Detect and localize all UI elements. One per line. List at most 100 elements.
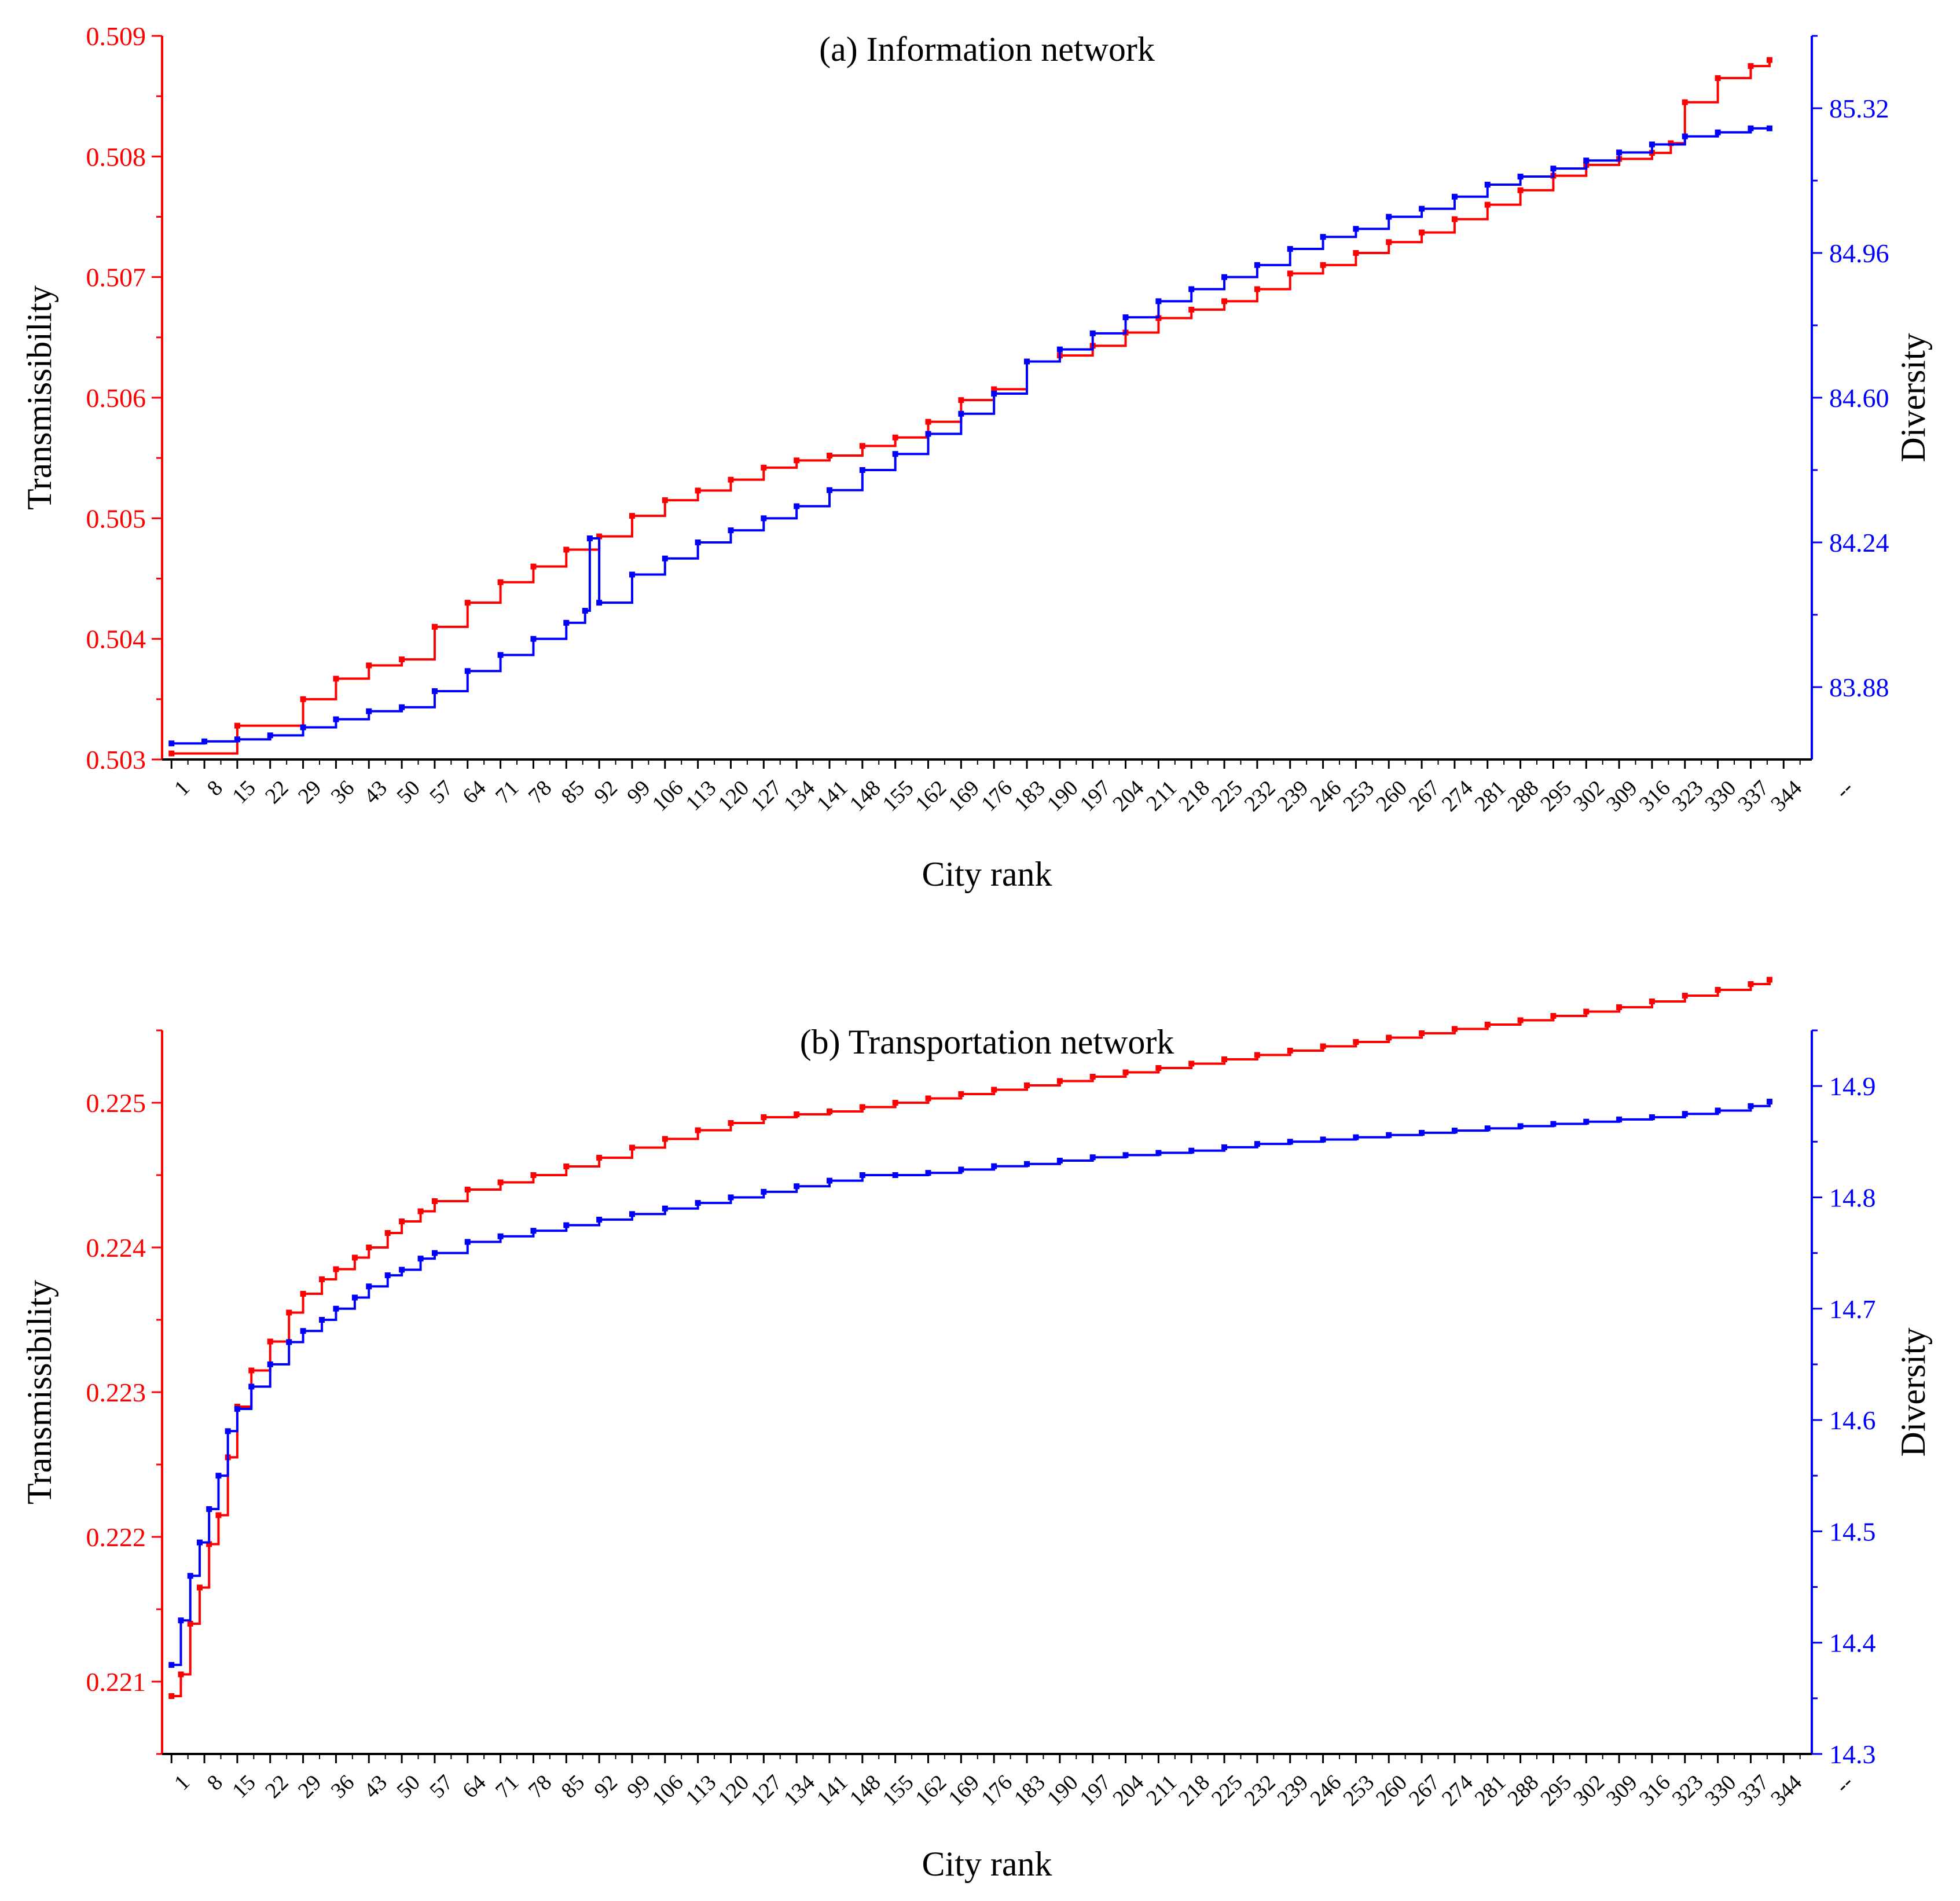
chart-b-series-transmissibility-point xyxy=(1766,977,1772,983)
chart-a-series-transmissibility-point xyxy=(1353,250,1359,256)
chart-b-series-transmissibility-point xyxy=(178,1671,184,1678)
chart-b-x-tick-label: 344 xyxy=(1766,1770,1807,1811)
chart-b-title: (b) Transportation network xyxy=(800,1023,1174,1061)
chart-b-series-diversity-point xyxy=(1024,1161,1030,1167)
chart-a-series-transmissibility-point xyxy=(168,750,175,757)
chart-b-x-tick-label: 36 xyxy=(326,1770,359,1803)
chart-b-series-transmissibility-point xyxy=(1484,1022,1491,1027)
chart-b-x-tick-label: -- xyxy=(1830,1770,1858,1798)
chart-a-series-diversity-point xyxy=(1221,274,1228,280)
chart-a-series-diversity-point xyxy=(761,515,767,522)
chart-a-series-transmissibility-point xyxy=(1682,99,1688,105)
chart-b-series-transmissibility-point xyxy=(1188,1060,1195,1067)
chart-a-x-tick-label: 71 xyxy=(491,776,524,809)
chart-a-x-tick-label: 190 xyxy=(1043,776,1083,816)
chart-b-x-tick-label: 29 xyxy=(293,1770,326,1803)
chart-b-series-diversity-point xyxy=(1089,1154,1096,1161)
chart-b-series-diversity-point xyxy=(1353,1134,1359,1140)
chart-a-series-transmissibility-point xyxy=(1748,63,1754,69)
chart-b-series-transmissibility-point xyxy=(286,1309,292,1316)
chart-a-series-diversity-point xyxy=(1386,214,1392,220)
chart-b-series-transmissibility-point xyxy=(384,1230,391,1236)
chart-a-series-transmissibility-point xyxy=(1517,187,1524,193)
chart-b-series-diversity-point xyxy=(1649,1114,1655,1120)
chart-b-series-transmissibility-point xyxy=(563,1164,570,1169)
chart-b-series-diversity-point xyxy=(178,1617,184,1624)
chart-b-series-transmissibility-point xyxy=(1320,1043,1326,1049)
chart-a-x-tick-label: 78 xyxy=(524,776,557,809)
chart-b-series-diversity-point xyxy=(826,1177,832,1184)
chart-b-x-tick-label: 50 xyxy=(392,1770,425,1803)
chart-b-series-transmissibility-point xyxy=(187,1621,193,1627)
chart-a-series-transmissibility-point xyxy=(1766,57,1772,63)
chart-b-series-diversity-point xyxy=(1766,1099,1772,1105)
chart-b-x-tick-label: 225 xyxy=(1207,1770,1247,1811)
chart-b-x-tick-label: 316 xyxy=(1635,1770,1675,1811)
chart-a-series-transmissibility-point xyxy=(728,476,734,483)
chart-b-series-transmissibility-point xyxy=(333,1266,339,1272)
chart-a-x-tick-label: 246 xyxy=(1305,776,1346,816)
chart-a-series-transmissibility-point xyxy=(1254,286,1260,292)
chart-b-series-transmissibility-point xyxy=(1122,1069,1129,1076)
chart-a-series-transmissibility-point xyxy=(925,419,931,425)
chart-a-series-transmissibility-line xyxy=(171,60,1771,755)
chart-a-series-transmissibility-point xyxy=(1221,298,1228,304)
chart-a-x-tick-label: 309 xyxy=(1602,776,1642,816)
chart-a-right-tick-label: 84.24 xyxy=(1829,528,1889,557)
chart-b-series-diversity xyxy=(168,1099,1772,1668)
chart-a-series-diversity-point xyxy=(1583,157,1590,164)
chart-a-right-tick-label: 84.96 xyxy=(1829,238,1889,268)
chart-b-series-transmissibility-point xyxy=(206,1541,212,1547)
chart-a-ylabel-left: Transmissibility xyxy=(20,285,58,510)
chart-a-series-transmissibility-point xyxy=(1668,140,1674,146)
chart-b-series-diversity-point xyxy=(497,1233,504,1239)
chart-b-x-tick-label: 162 xyxy=(911,1770,951,1811)
chart-a-series-transmissibility-point xyxy=(1451,216,1458,222)
chart-a-series-diversity-point xyxy=(1484,181,1491,188)
chart-b-series-transmissibility-point xyxy=(958,1091,964,1097)
chart-a-x-tick-label: 344 xyxy=(1766,776,1807,816)
chart-b-series-transmissibility-point xyxy=(1649,999,1655,1004)
chart-b-series-diversity-point xyxy=(168,1662,175,1668)
chart-b-x-tick-label: 78 xyxy=(524,1770,557,1803)
chart-b-series-transmissibility-point xyxy=(1583,1008,1590,1015)
chart-b-x-tick-label: 218 xyxy=(1174,1770,1214,1811)
chart-b-x-tick-label: 155 xyxy=(878,1770,919,1811)
chart-b-left-tick-label: 0.223 xyxy=(86,1378,146,1407)
chart-a-x-tick-label: 29 xyxy=(293,776,326,809)
chart-a-xlabel: City rank xyxy=(922,855,1052,893)
chart-b-series-diversity-point xyxy=(1748,1103,1754,1109)
chart-b-series-diversity-point xyxy=(859,1172,865,1178)
chart-a-series-transmissibility-point xyxy=(761,464,767,471)
chart-b-series-diversity-point xyxy=(286,1339,292,1345)
chart-a-series-diversity-point xyxy=(586,535,593,542)
chart-b-series-diversity-point xyxy=(1550,1121,1557,1127)
chart-a-left-tick-label: 0.506 xyxy=(86,383,146,413)
chart-b-series-transmissibility-point xyxy=(826,1109,832,1114)
chart-a-x-tick-label: 260 xyxy=(1371,776,1412,816)
chart-b-x-tick-label: 120 xyxy=(713,1770,754,1811)
chart-b-x-tick-label: 1 xyxy=(170,1770,194,1795)
chart-a-x-tick-label: 43 xyxy=(359,776,392,809)
chart-a-x-tick-label: 22 xyxy=(260,776,293,809)
chart-b-series-diversity-point xyxy=(662,1205,668,1212)
chart-b-series-diversity-point xyxy=(1221,1144,1228,1150)
chart-a-series-diversity-point xyxy=(1056,346,1063,353)
chart-b-series-transmissibility-point xyxy=(695,1127,701,1133)
chart-a-x-tick-label: -- xyxy=(1830,776,1858,803)
chart-b-series-transmissibility-point xyxy=(1419,1030,1425,1036)
chart-a-series-diversity-point xyxy=(1419,205,1425,212)
chart-b-x-tick-label: 232 xyxy=(1240,1770,1280,1811)
chart-b-series-transmissibility-point xyxy=(1155,1065,1162,1071)
chart-a-series-transmissibility-point xyxy=(1386,239,1392,245)
chart-a-series-diversity-point xyxy=(596,600,603,606)
chart-a-series-diversity-point xyxy=(925,431,931,437)
chart-b-x-tick-label: 15 xyxy=(227,1770,260,1803)
chart-a-x-tick-label: 148 xyxy=(845,776,886,816)
chart-b-series-diversity-point xyxy=(366,1283,372,1290)
chart-b-series-transmissibility-point xyxy=(1353,1039,1359,1045)
chart-a-x-tick-label: 239 xyxy=(1273,776,1313,816)
chart-a-right-tick-label: 84.60 xyxy=(1829,383,1889,413)
chart-a-x-tick-label: 15 xyxy=(227,776,260,809)
chart-b-right-tick-label: 14.9 xyxy=(1829,1071,1876,1101)
